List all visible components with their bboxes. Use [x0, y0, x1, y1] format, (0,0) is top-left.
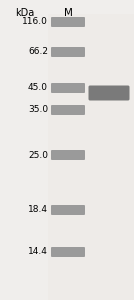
Text: 14.4: 14.4	[28, 248, 48, 256]
FancyBboxPatch shape	[51, 47, 85, 57]
FancyBboxPatch shape	[51, 247, 85, 257]
Text: kDa: kDa	[15, 8, 35, 18]
Text: 45.0: 45.0	[28, 83, 48, 92]
Text: 35.0: 35.0	[28, 106, 48, 115]
FancyBboxPatch shape	[51, 150, 85, 160]
FancyBboxPatch shape	[51, 205, 85, 215]
FancyBboxPatch shape	[51, 83, 85, 93]
Text: 66.2: 66.2	[28, 47, 48, 56]
Text: 18.4: 18.4	[28, 206, 48, 214]
Bar	[48, 14, 134, 300]
FancyBboxPatch shape	[51, 17, 85, 27]
Text: 116.0: 116.0	[22, 17, 48, 26]
FancyBboxPatch shape	[88, 85, 129, 100]
Text: 25.0: 25.0	[28, 151, 48, 160]
FancyBboxPatch shape	[51, 105, 85, 115]
Text: M: M	[64, 8, 72, 18]
